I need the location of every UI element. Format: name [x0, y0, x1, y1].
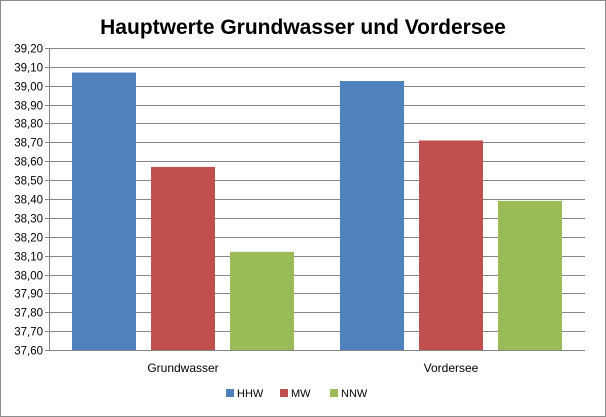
y-tick-label: 38,90 — [14, 101, 43, 113]
legend-swatch-hhw — [226, 389, 234, 397]
legend-label-hhw: HHW — [237, 388, 264, 400]
legend-swatch-mw — [280, 389, 288, 397]
x-category-label: Vordersee — [424, 361, 479, 375]
y-tick-label: 38,20 — [14, 233, 43, 245]
y-tick-label: 37,90 — [14, 289, 43, 301]
bar-mw-vordersee — [419, 140, 483, 350]
y-tick-label: 38,40 — [14, 195, 43, 207]
y-tick-label: 39,00 — [14, 82, 43, 94]
legend-label-nnw: NNW — [341, 388, 368, 400]
y-tick-label: 38,10 — [14, 252, 43, 264]
bars — [72, 72, 562, 350]
bar-nnw-vordersee — [498, 200, 562, 350]
legend-swatch-nnw — [330, 389, 338, 397]
y-tick-label: 37,80 — [14, 308, 43, 320]
legend: HHW MW NNW — [226, 388, 368, 400]
chart-title: Hauptwerte Grundwasser und Vordersee — [100, 16, 506, 39]
y-tick-label: 38,50 — [14, 176, 43, 188]
bar-hhw-grundwasser — [72, 72, 136, 350]
axes — [45, 48, 585, 351]
y-tick-label: 39,10 — [14, 63, 43, 75]
y-tick-label: 38,60 — [14, 157, 43, 169]
y-tick-label: 38,30 — [14, 214, 43, 226]
legend-label-mw: MW — [291, 388, 311, 400]
x-category-label: Grundwasser — [147, 361, 218, 375]
y-tick-label: 38,80 — [14, 119, 43, 131]
y-tick-label: 38,70 — [14, 138, 43, 150]
y-axis-tick-labels: 37,60 37,70 37,80 37,90 38,00 38,10 38,20 38,30… — [14, 44, 43, 358]
y-tick-label: 37,60 — [14, 346, 43, 358]
bar-nnw-grundwasser — [230, 251, 294, 350]
bar-hhw-vordersee — [340, 81, 404, 350]
y-tick-label: 39,20 — [14, 44, 43, 56]
y-tick-label: 37,70 — [14, 327, 43, 339]
x-axis-category-labels: Grundwasser Vordersee — [147, 361, 478, 375]
y-tick-label: 38,00 — [14, 271, 43, 283]
bar-mw-grundwasser — [151, 166, 215, 350]
